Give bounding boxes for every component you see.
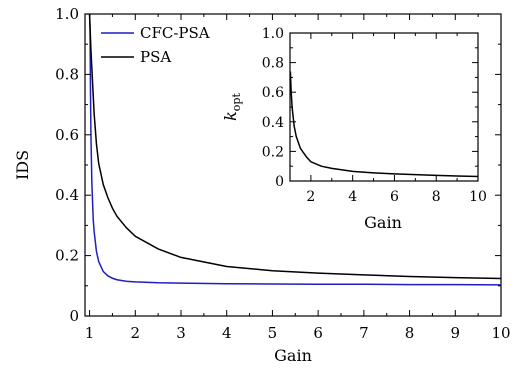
main-x-tick-label: 9 <box>451 324 461 342</box>
inset-x-tick-label: 6 <box>390 189 399 205</box>
main-x-tick-label: 3 <box>176 324 186 342</box>
main-x-tick-label: 1 <box>85 324 95 342</box>
legend-label-cfc-psa: CFC-PSA <box>140 24 210 42</box>
legend: CFC-PSA PSA <box>101 24 210 66</box>
inset-x-tick-label: 2 <box>306 189 315 205</box>
main-y-tick-label: 0 <box>69 307 79 325</box>
main-x-tick-label: 4 <box>222 324 232 342</box>
inset-y-tick-label: 0.6 <box>262 85 284 101</box>
main-y-tick-label: 0.2 <box>55 247 79 265</box>
main-x-tick-label: 6 <box>313 324 323 342</box>
inset-x-axis-label: Gain <box>364 213 402 232</box>
main-series-line-psa <box>88 14 501 280</box>
main-x-axis-label: Gain <box>274 346 312 365</box>
main-y-tick-label: 0.4 <box>55 186 79 204</box>
inset-plot: 2 4 6 8 10 0 0.2 0.4 0.6 0.8 1.0 Gain kopt <box>221 26 487 232</box>
main-x-tick-label: 5 <box>268 324 278 342</box>
inset-y-tick-label: 0 <box>275 174 284 190</box>
main-series-line-cfc-psa <box>88 14 501 286</box>
inset-series-line-series-0 <box>290 71 478 178</box>
main-y-axis-label: IDS <box>13 150 32 180</box>
main-y-tick-label: 1.0 <box>55 5 79 23</box>
main-y-tick-label: 0.6 <box>55 126 79 144</box>
inset-x-tick-label: 8 <box>432 189 441 205</box>
inset-series-layer <box>290 71 478 178</box>
inset-y-axis-label-main: k <box>221 111 240 121</box>
inset-y-tick-label: 1.0 <box>262 26 284 42</box>
main-plot: 1 2 3 4 5 6 7 8 9 10 0 0.2 0.4 0.6 0.8 1.0 Gain IDS CFC… <box>13 5 511 365</box>
inset-y-tick-label: 0.4 <box>262 115 284 131</box>
inset-plot-background <box>290 33 478 181</box>
main-ticks-layer: 1 2 3 4 5 6 7 8 9 10 0 0.2 0.4 0.6 0.8 1.0 <box>55 5 510 342</box>
main-x-tick-label: 2 <box>131 324 141 342</box>
main-x-tick-label: 8 <box>405 324 415 342</box>
inset-x-tick-label: 4 <box>348 189 357 205</box>
inset-ticks-layer: 2 4 6 8 10 0 0.2 0.4 0.6 0.8 1.0 <box>262 26 487 205</box>
inset-y-tick-label: 0.8 <box>262 56 284 72</box>
inset-y-axis-label: kopt <box>221 93 243 121</box>
main-series-layer <box>88 14 501 286</box>
inset-y-tick-label: 0.2 <box>262 144 284 160</box>
main-y-tick-label: 0.8 <box>55 65 79 83</box>
main-x-tick-label: 7 <box>359 324 369 342</box>
inset-x-tick-label: 10 <box>469 189 487 205</box>
main-x-tick-label: 10 <box>491 324 510 342</box>
legend-label-psa: PSA <box>140 48 171 66</box>
inset-y-axis-label-subscript: opt <box>230 93 243 112</box>
